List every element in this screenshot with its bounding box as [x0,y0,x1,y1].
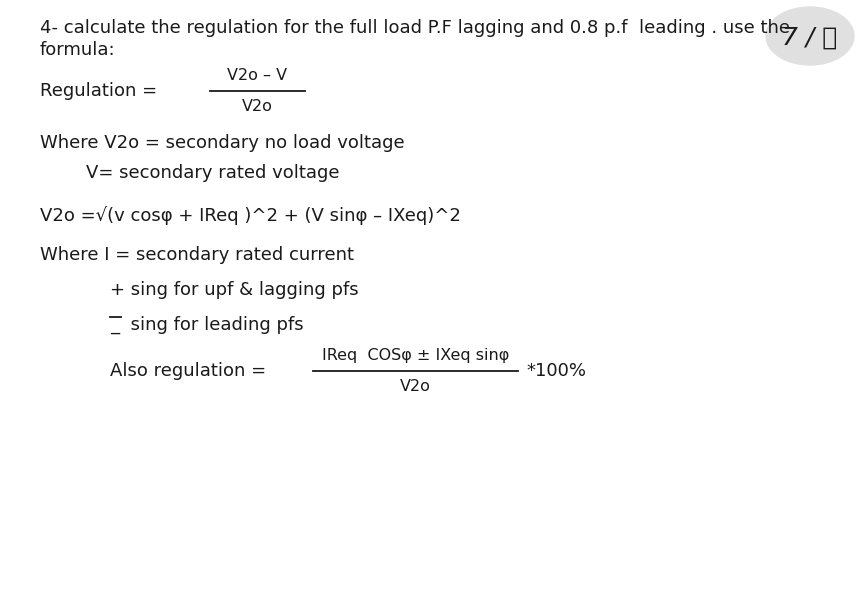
Text: Where I = secondary rated current: Where I = secondary rated current [40,246,354,264]
Text: 4- calculate the regulation for the full load P.F lagging and 0.8 p.f  leading .: 4- calculate the regulation for the full… [40,19,790,37]
Text: V2o – V: V2o – V [227,68,288,83]
Text: V= secondary rated voltage: V= secondary rated voltage [40,164,340,182]
Text: Also regulation =: Also regulation = [110,362,266,380]
Text: *100%: *100% [526,362,586,380]
Text: Regulation =: Regulation = [40,82,157,100]
Text: 7 / ٤: 7 / ٤ [783,26,837,50]
Text: IReq  COSφ ± IXeq sinφ: IReq COSφ ± IXeq sinφ [322,348,509,363]
Text: + sing for upf & lagging pfs: + sing for upf & lagging pfs [110,281,359,299]
Text: V2o: V2o [400,379,431,394]
Text: _  sing for leading pfs: _ sing for leading pfs [110,316,303,334]
Ellipse shape [766,7,854,65]
Text: formula:: formula: [40,41,116,59]
Text: Where V2o = secondary no load voltage: Where V2o = secondary no load voltage [40,134,404,152]
Text: V2o =√(v cosφ + IReq )^2 + (V sinφ – IXeq)^2: V2o =√(v cosφ + IReq )^2 + (V sinφ – IXe… [40,206,461,225]
Text: V2o: V2o [242,99,273,114]
